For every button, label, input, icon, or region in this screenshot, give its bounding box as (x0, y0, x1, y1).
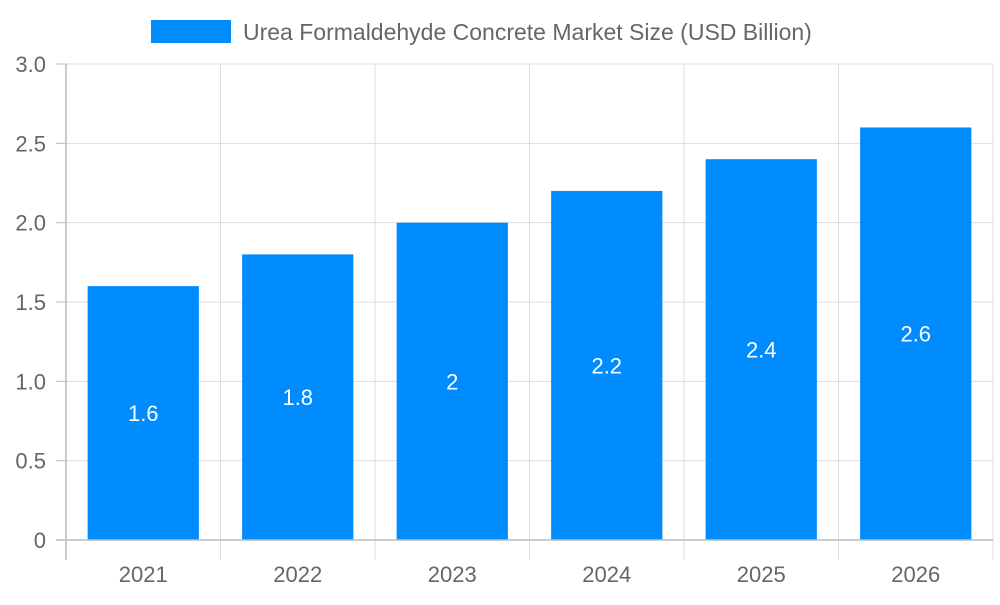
y-tick-label: 2.0 (15, 211, 46, 236)
data-label: 2.2 (591, 353, 622, 378)
y-tick-label: 2.5 (15, 131, 46, 156)
x-tick-label: 2022 (273, 562, 322, 587)
data-label: 1.8 (282, 385, 313, 410)
bar-2026 (860, 127, 972, 540)
bar-2025 (705, 159, 817, 540)
legend[interactable]: Urea Formaldehyde Concrete Market Size (… (151, 19, 812, 45)
legend-swatch (151, 20, 231, 43)
x-tick-label: 2024 (582, 562, 631, 587)
x-tick-label: 2025 (737, 562, 786, 587)
y-tick-label: 0.5 (15, 449, 46, 474)
axes: 0 0.5 1.0 1.5 2.0 2.5 3.0 2021 2022 2023 2024 2025 2… (15, 52, 994, 587)
bar-2021 (87, 286, 199, 540)
bar-2022 (242, 254, 354, 540)
data-label: 2.4 (746, 338, 777, 363)
y-tick-label: 3.0 (15, 52, 46, 77)
x-tick-label: 2021 (119, 562, 168, 587)
data-label: 2.6 (900, 322, 931, 347)
data-label: 2 (446, 369, 458, 394)
legend-label: Urea Formaldehyde Concrete Market Size (… (243, 19, 812, 45)
x-tick-label: 2023 (428, 562, 477, 587)
x-tick-label: 2026 (891, 562, 940, 587)
bar-2024 (551, 190, 663, 540)
y-tick-label: 0 (34, 528, 46, 553)
bar-2023 (396, 222, 508, 540)
data-label: 1.6 (128, 401, 159, 426)
bars: 1.6 1.8 2 2.2 2.4 2.6 (87, 127, 972, 540)
y-tick-label: 1.0 (15, 369, 46, 394)
y-tick-label: 1.5 (15, 290, 46, 315)
gridlines (66, 63, 994, 540)
